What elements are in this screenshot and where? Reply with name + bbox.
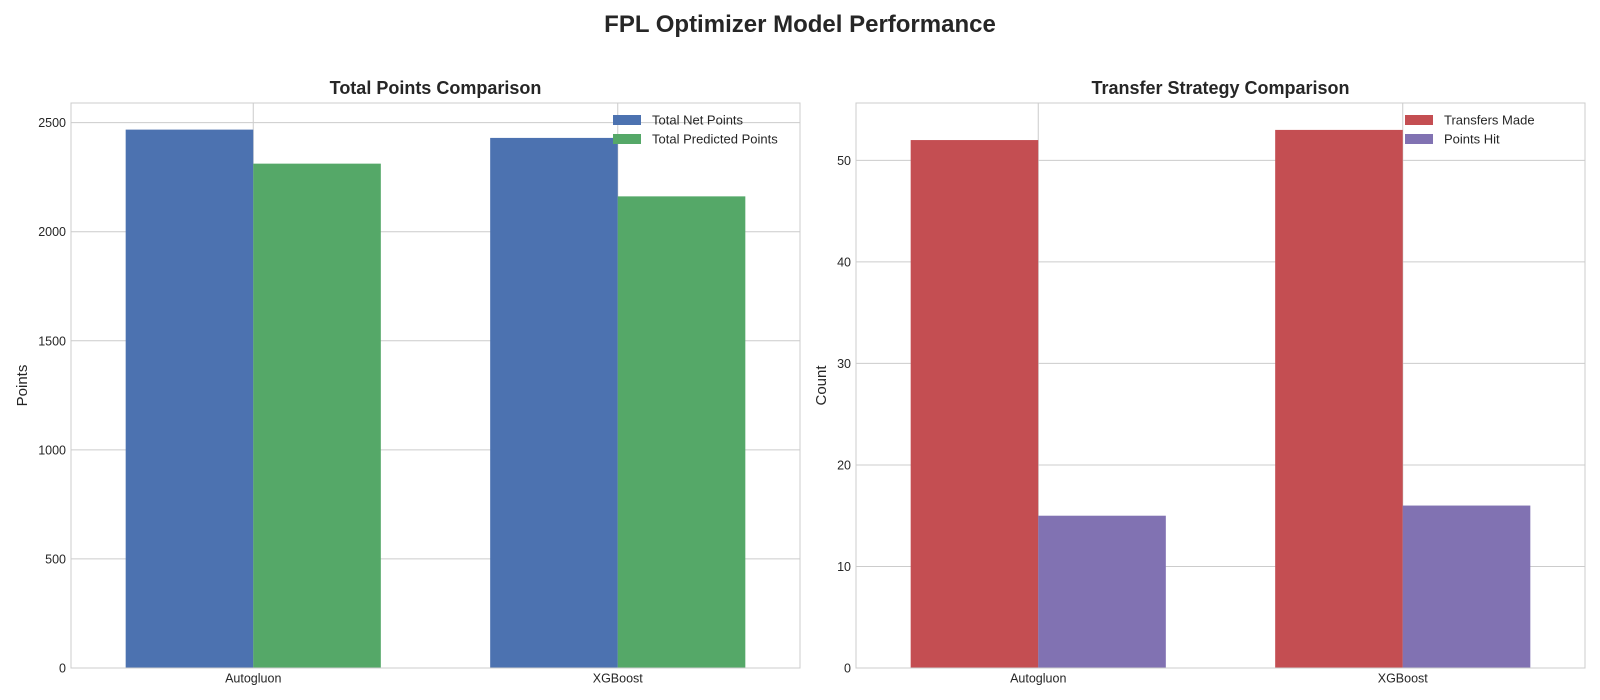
y-tick-label: 2500 [38,116,66,130]
legend-swatch [1405,134,1433,144]
y-tick-label: 20 [837,458,851,472]
legend-label: Total Predicted Points [652,132,778,147]
legend-label: Points Hit [1444,132,1500,147]
y-tick-label: 2000 [38,225,66,239]
total-points-chart: 0 500 1000 1500 2000 2500 Autogluon XGBoost Tota… [14,78,801,686]
x-tick-label: XGBoost [1378,672,1429,686]
chart-title: Transfer Strategy Comparison [1091,78,1349,98]
legend-swatch [1405,115,1433,125]
bar-total-net-points-xgboost [490,137,618,669]
axes-frame [70,102,801,669]
x-tick-label: XGBoost [593,672,644,686]
y-tick-label: 1000 [38,443,66,457]
legend: Transfers Made Points Hit [1405,113,1535,147]
legend-swatch [613,134,641,144]
x-tick-label: Autogluon [225,672,281,686]
bar-transfers-made-autogluon [910,140,1039,668]
y-axis-label: Points [14,365,31,407]
legend-swatch [613,115,641,125]
y-tick-label: 0 [59,662,66,676]
y-tick-label: 0 [844,662,851,676]
bar-total-predicted-points-xgboost [617,196,746,668]
bar-points-hit-xgboost [1402,505,1531,668]
bar-points-hit-autogluon [1038,515,1166,668]
legend-label: Total Net Points [652,113,744,128]
bar-total-net-points-autogluon [125,129,254,669]
y-tick-label: 500 [45,552,66,566]
bar-total-predicted-points-autogluon [253,163,381,669]
y-tick-label: 50 [837,154,851,168]
y-tick-label: 30 [837,357,851,371]
y-tick-label: 10 [837,560,851,574]
x-tick-label: Autogluon [1010,672,1066,686]
transfer-strategy-chart: 0 10 20 30 40 50 Autogluon XGBoost Transfer Stra… [813,78,1586,686]
bar-transfers-made-xgboost [1275,129,1403,668]
axes-frame [855,102,1586,669]
legend-label: Transfers Made [1444,113,1535,128]
y-axis-label: Count [813,365,830,406]
legend: Total Net Points Total Predicted Points [613,113,778,147]
y-tick-label: 1500 [38,334,66,348]
figure-title: FPL Optimizer Model Performance [604,11,996,38]
y-tick-label: 40 [837,255,851,269]
chart-title: Total Points Comparison [330,78,542,98]
